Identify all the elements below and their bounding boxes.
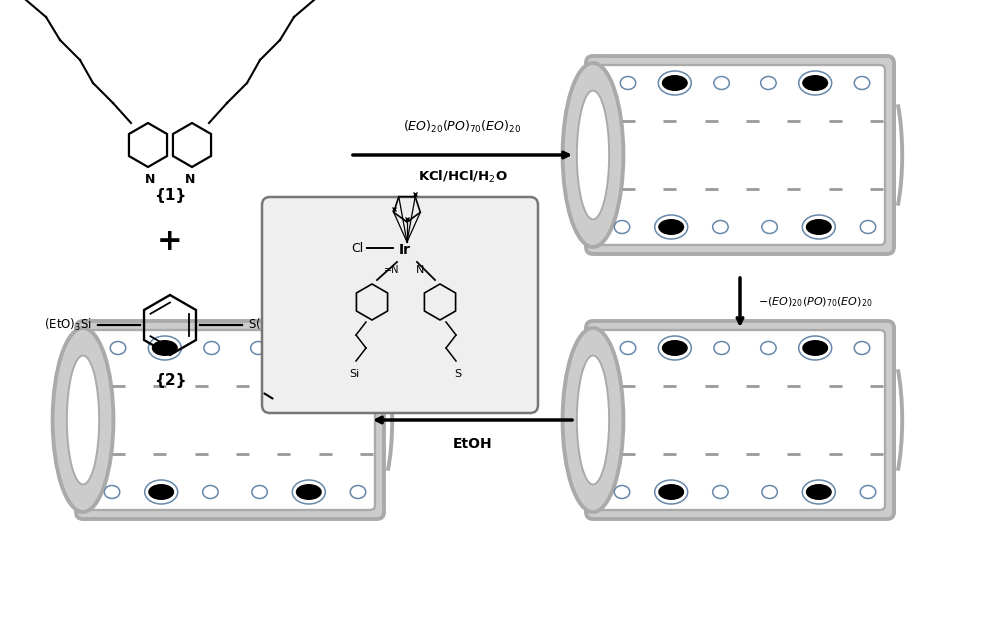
Ellipse shape	[620, 76, 636, 89]
Ellipse shape	[53, 328, 113, 512]
Ellipse shape	[860, 486, 876, 498]
FancyBboxPatch shape	[85, 330, 375, 510]
Text: =N: =N	[384, 265, 400, 275]
Ellipse shape	[854, 76, 870, 89]
Ellipse shape	[620, 341, 636, 355]
Ellipse shape	[761, 341, 776, 355]
Ellipse shape	[713, 486, 728, 498]
Ellipse shape	[350, 486, 366, 498]
Ellipse shape	[662, 75, 688, 91]
Ellipse shape	[67, 355, 99, 484]
Text: Si: Si	[349, 369, 359, 379]
Text: $(EO)_{20}(PO)_{70}(EO)_{20}$: $(EO)_{20}(PO)_{70}(EO)_{20}$	[403, 119, 522, 135]
Text: [Cp*IrCl($\mu$-Cl)]$_2$: [Cp*IrCl($\mu$-Cl)]$_2$	[417, 386, 528, 403]
Text: Cl: Cl	[351, 241, 363, 255]
Ellipse shape	[251, 341, 266, 355]
Ellipse shape	[204, 341, 219, 355]
Text: {2}: {2}	[154, 372, 186, 387]
Ellipse shape	[762, 486, 777, 498]
FancyBboxPatch shape	[595, 65, 885, 245]
Text: EtOH: EtOH	[453, 437, 492, 451]
Ellipse shape	[714, 76, 729, 89]
Text: S: S	[454, 369, 462, 379]
Ellipse shape	[806, 484, 832, 500]
Text: N: N	[185, 173, 195, 186]
Ellipse shape	[802, 75, 828, 91]
Ellipse shape	[577, 91, 609, 219]
Text: {1}: {1}	[154, 188, 186, 202]
Ellipse shape	[806, 219, 832, 235]
Ellipse shape	[110, 341, 126, 355]
Ellipse shape	[614, 220, 630, 234]
Ellipse shape	[344, 341, 360, 355]
Ellipse shape	[762, 220, 777, 234]
Text: +: +	[157, 227, 183, 256]
Ellipse shape	[292, 340, 318, 356]
Ellipse shape	[658, 484, 684, 500]
Ellipse shape	[662, 340, 688, 356]
Ellipse shape	[860, 220, 876, 234]
FancyBboxPatch shape	[586, 321, 894, 519]
Ellipse shape	[658, 219, 684, 235]
Ellipse shape	[296, 484, 322, 500]
Text: N: N	[416, 265, 424, 275]
Text: $- (EO)_{20}(PO)_{70}(EO)_{20}$: $- (EO)_{20}(PO)_{70}(EO)_{20}$	[758, 295, 872, 309]
Ellipse shape	[252, 486, 267, 498]
Text: KCl/HCl/H$_2$O: KCl/HCl/H$_2$O	[418, 169, 507, 185]
Ellipse shape	[148, 484, 174, 500]
Ellipse shape	[713, 220, 728, 234]
Ellipse shape	[614, 486, 630, 498]
FancyBboxPatch shape	[595, 330, 885, 510]
Ellipse shape	[854, 341, 870, 355]
Text: S(OEt)$_3$: S(OEt)$_3$	[248, 317, 293, 333]
FancyBboxPatch shape	[76, 321, 384, 519]
Text: Ir: Ir	[399, 243, 411, 257]
FancyBboxPatch shape	[262, 197, 538, 413]
FancyBboxPatch shape	[586, 56, 894, 254]
Ellipse shape	[563, 63, 623, 247]
Ellipse shape	[104, 486, 120, 498]
Ellipse shape	[203, 486, 218, 498]
Ellipse shape	[577, 355, 609, 484]
Ellipse shape	[761, 76, 776, 89]
Ellipse shape	[802, 340, 828, 356]
Ellipse shape	[152, 340, 178, 356]
Ellipse shape	[563, 328, 623, 512]
Ellipse shape	[714, 341, 729, 355]
Text: (EtO)$_3$Si: (EtO)$_3$Si	[44, 317, 92, 333]
Text: N: N	[145, 173, 155, 186]
